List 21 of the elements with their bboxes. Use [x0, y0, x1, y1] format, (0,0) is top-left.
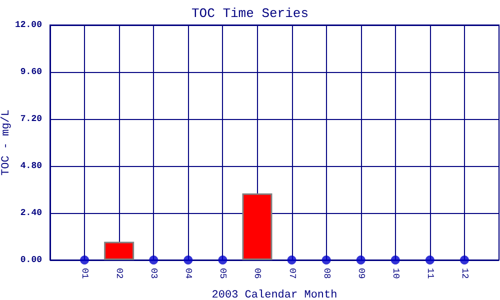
- x-tick-label: 09: [356, 268, 366, 279]
- x-tick-label: 05: [218, 268, 228, 279]
- x-tick-label: 03: [148, 268, 159, 279]
- chart-title: TOC Time Series: [191, 6, 309, 21]
- x-tick-label: 06: [252, 268, 262, 279]
- x-tick-label: 07: [286, 268, 297, 279]
- x-tick-label: 01: [80, 268, 90, 279]
- x-tick-label: 08: [321, 268, 332, 279]
- y-tick-label: 9.60: [20, 67, 42, 77]
- y-tick-label: 4.80: [20, 161, 42, 171]
- y-tick-label: 0.00: [20, 255, 42, 265]
- x-tick-label: 04: [183, 268, 194, 279]
- x-tick-label: 11: [424, 268, 435, 279]
- y-tick-label: 2.40: [20, 208, 42, 218]
- x-axis-title: 2003 Calendar Month: [212, 290, 338, 300]
- x-tick-label: 10: [390, 268, 400, 279]
- y-tick-label: 7.20: [20, 114, 42, 124]
- x-tick-label: 12: [459, 268, 470, 279]
- y-tick-label: 12.00: [14, 20, 42, 30]
- y-axis-title: TOC - mg/L: [0, 109, 12, 176]
- x-tick-label: 02: [114, 268, 124, 279]
